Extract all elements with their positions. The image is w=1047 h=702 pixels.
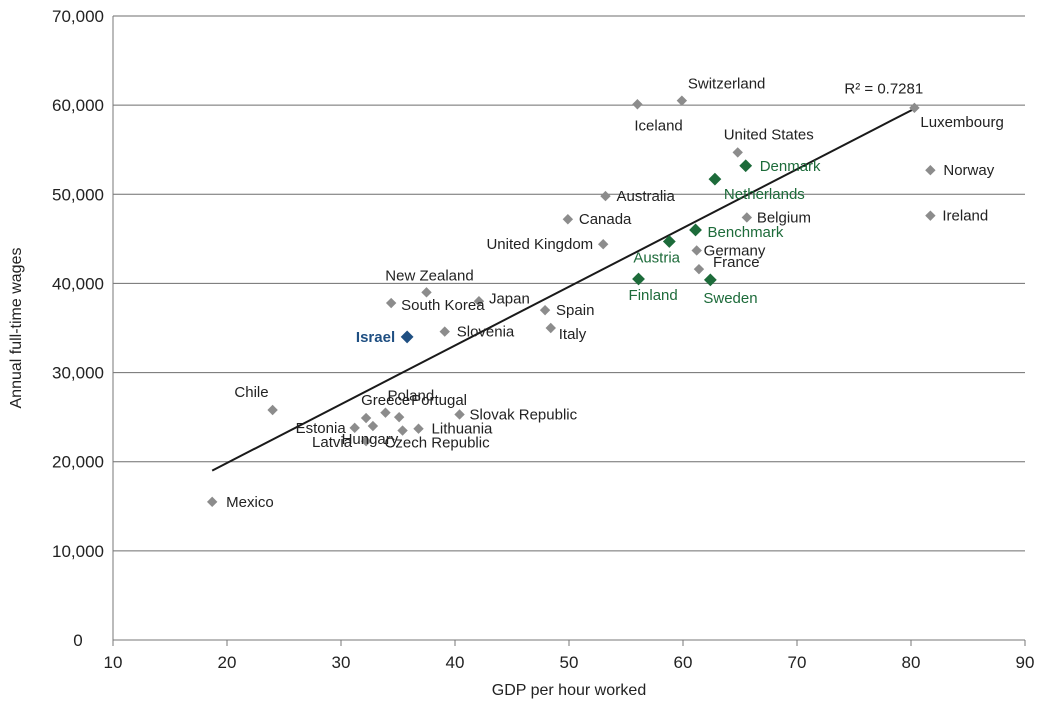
label-luxembourg: Luxembourg [920,114,1003,131]
label-czech-republic: Czech Republic [385,435,491,452]
label-poland: Poland [387,388,434,405]
point-austria [662,235,676,248]
point-slovak-republic [454,409,465,420]
point-spain [539,304,551,316]
r-squared-annotation: R² = 0.7281 [844,81,923,98]
x-tick-label: 70 [788,653,807,672]
point-south-korea [385,297,397,309]
label-united-states: United States [724,126,814,143]
label-israel: Israel [356,329,395,346]
label-latvia: Latvia [312,434,353,451]
point-italy [545,322,556,334]
point-chile [267,404,278,416]
point-israel [400,330,414,344]
label-iceland: Iceland [634,117,682,134]
x-tick-label: 80 [902,653,921,672]
x-axis-title: GDP per hour worked [492,682,646,699]
label-estonia: Estonia [296,420,347,437]
label-greece: Greece [361,392,410,409]
y-tick-label: 0 [73,631,82,650]
y-tick-label: 70,000 [52,7,104,26]
label-south-korea: South Korea [401,297,485,314]
label-ireland: Ireland [942,208,988,225]
label-canada: Canada [579,211,632,228]
label-spain: Spain [556,302,594,319]
point-netherlands [708,172,722,186]
x-tick-label: 90 [1016,653,1035,672]
point-france [693,263,705,275]
x-tick-label: 20 [218,653,237,672]
label-austria: Austria [633,250,680,267]
trend-line [211,107,915,472]
label-finland: Finland [629,287,678,304]
label-australia: Australia [616,188,675,205]
label-germany: Germany [704,242,766,259]
x-tick-label: 50 [560,653,579,672]
point-luxembourg [909,102,920,114]
point-iceland [632,99,643,110]
label-united-kingdom: United Kingdom [486,236,593,253]
y-tick-label: 60,000 [52,96,104,115]
point-estonia [349,422,360,434]
point-latvia [360,436,372,447]
point-finland [632,272,645,286]
label-italy: Italy [559,326,587,343]
point-united-states [732,147,743,158]
point-portugal [393,411,405,423]
point-norway [925,165,936,176]
point-australia [600,190,611,202]
label-lithuania: Lithuania [432,421,494,438]
y-tick-label: 30,000 [52,364,104,383]
point-united-kingdom [598,239,609,250]
data-points [206,95,936,508]
x-tick-label: 30 [332,653,351,672]
label-mexico: Mexico [226,494,274,511]
label-benchmark: Benchmark [708,224,784,241]
label-belgium: Belgium [757,209,811,226]
label-france: France [713,254,760,271]
y-tick-label: 40,000 [52,274,104,293]
y-tick-label: 20,000 [52,453,104,472]
x-tick-label: 40 [446,653,465,672]
label-sweden: Sweden [703,290,757,307]
point-mexico [206,496,218,508]
point-czech-republic [397,425,408,436]
label-japan: Japan [489,290,530,307]
point-lithuania [413,423,424,434]
y-tick-label: 10,000 [52,542,104,561]
point-benchmark [689,223,702,237]
label-hungary: Hungary [342,431,399,448]
y-axis-ticks: 0 10,000 20,000 30,000 40,000 50,000 60,000 70,… [52,7,104,650]
point-switzerland [676,95,688,106]
point-poland [380,407,391,418]
point-new-zealand [421,287,432,298]
label-portugal: Portugal [411,392,467,409]
point-japan [473,296,485,307]
point-ireland [925,210,936,221]
label-norway: Norway [943,162,994,179]
y-tick-label: 50,000 [52,185,104,204]
label-new-zealand: New Zealand [385,267,473,284]
grid-lines [113,15,1025,552]
x-axis-ticks: 10 20 30 40 50 60 70 80 90 [104,640,1035,672]
label-chile: Chile [234,384,268,401]
point-sweden [703,273,717,287]
label-slovak-republic: Slovak Republic [470,406,578,423]
point-canada [562,214,574,225]
x-tick-label: 60 [674,653,693,672]
y-axis-title: Annual full-time wages [8,248,25,409]
label-netherlands: Netherlands [724,186,805,203]
point-slovenia [439,326,450,337]
x-tick-label: 10 [104,653,123,672]
label-denmark: Denmark [760,158,821,175]
point-germany [691,245,702,256]
label-switzerland: Switzerland [688,76,766,93]
point-hungary [367,420,379,432]
point-greece [360,412,372,424]
label-slovenia: Slovenia [457,324,515,341]
point-denmark [739,159,753,173]
point-belgium [741,212,753,223]
